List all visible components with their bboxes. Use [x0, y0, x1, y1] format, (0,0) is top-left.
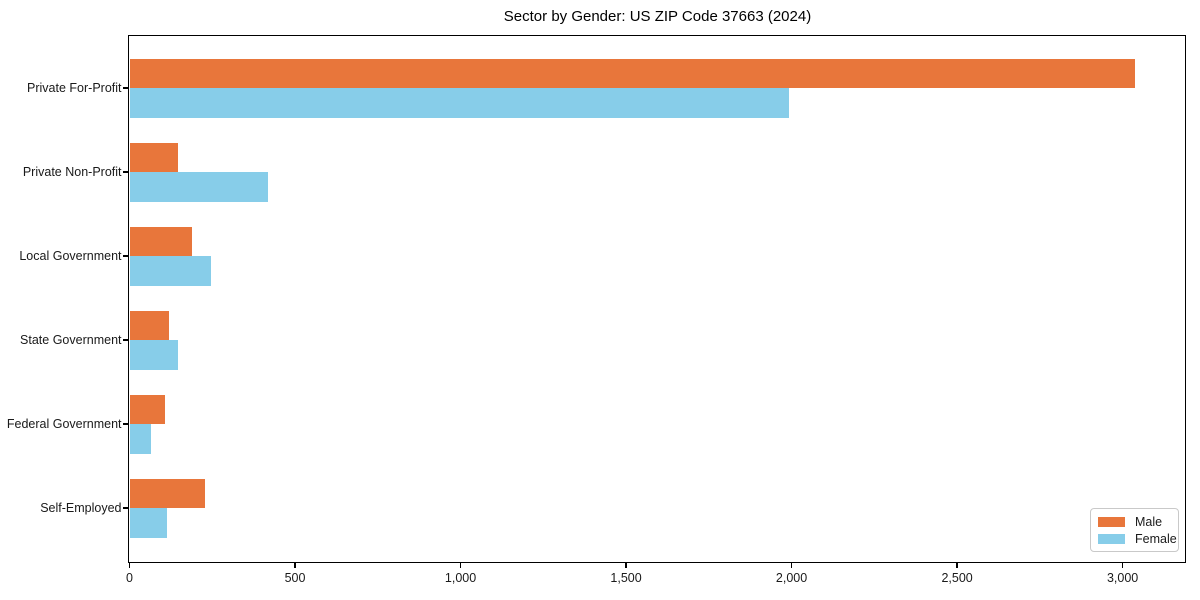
bar-male-private-non-profit	[129, 142, 178, 172]
x-tick-label-2500: 2,500	[941, 570, 973, 585]
bar-male-local-government	[129, 226, 193, 256]
bar-female-state-government	[129, 340, 178, 370]
x-tick-label-2000: 2,000	[775, 570, 808, 585]
y-tick-state-government	[123, 339, 128, 341]
bar-male-state-government	[129, 310, 170, 340]
bar-female-self-employed	[129, 508, 168, 538]
bar-female-federal-government	[129, 424, 152, 454]
y-tick-private-non-profit	[123, 171, 128, 173]
x-tick-1500	[625, 562, 627, 568]
x-tick-500	[294, 562, 296, 568]
y-tick-federal-government	[123, 423, 128, 425]
category-label-self-employed: Self-Employed	[40, 501, 122, 515]
bar-female-private-non-profit	[129, 172, 268, 202]
x-tick-label-0: 0	[126, 570, 133, 585]
category-label-private-non-profit: Private Non-Profit	[22, 165, 122, 179]
plot-area	[128, 35, 1186, 563]
category-label-private-for-profit: Private For-Profit	[27, 81, 122, 95]
x-tick-label-1000: 1,000	[444, 570, 477, 585]
male-legend-swatch	[1098, 516, 1125, 527]
x-tick-label-3000: 3,000	[1106, 570, 1139, 585]
bar-male-federal-government	[129, 394, 166, 424]
category-label-federal-government: Federal Government	[6, 417, 122, 431]
x-tick-2000	[790, 562, 793, 568]
male-legend-label: Male	[1135, 514, 1163, 529]
legend-item-male: Male	[1098, 515, 1171, 529]
bar-male-self-employed	[129, 478, 206, 508]
category-label-local-government: Local Government	[19, 249, 122, 263]
bar-female-private-for-profit	[129, 88, 789, 118]
x-tick-2500	[956, 562, 958, 568]
legend-item-female: Female	[1098, 532, 1177, 546]
female-legend-label: Female	[1135, 531, 1177, 546]
bar-female-local-government	[129, 256, 211, 286]
x-tick-3000	[1121, 562, 1124, 568]
bar-male-private-for-profit	[129, 58, 1136, 88]
y-tick-local-government	[123, 255, 128, 257]
y-tick-self-employed	[123, 507, 128, 509]
x-tick-0	[128, 562, 131, 568]
x-tick-label-1500: 1,500	[610, 570, 642, 585]
y-tick-private-for-profit	[123, 87, 128, 89]
legend: Male Female	[1090, 508, 1179, 552]
x-tick-1000	[459, 562, 462, 568]
female-legend-swatch	[1098, 533, 1125, 544]
x-tick-label-500: 500	[284, 570, 306, 585]
chart-title: Sector by Gender: US ZIP Code 37663 (202…	[503, 8, 812, 25]
category-label-state-government: State Government	[20, 333, 122, 347]
